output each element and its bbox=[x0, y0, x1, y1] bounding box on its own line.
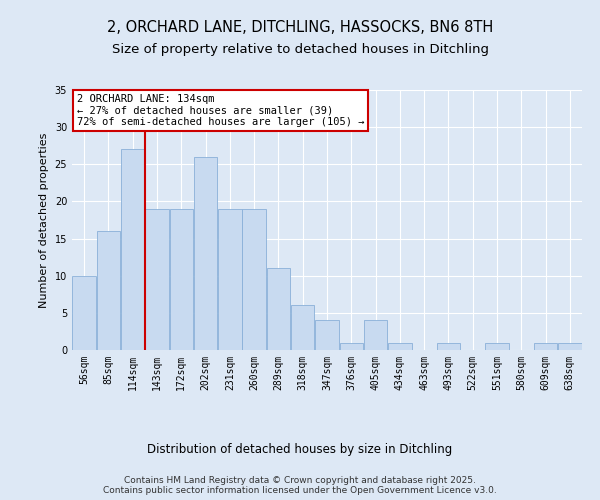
Bar bbox=[73, 276, 96, 350]
Bar bbox=[242, 209, 266, 350]
Bar bbox=[97, 231, 120, 350]
Bar bbox=[145, 209, 169, 350]
Bar bbox=[364, 320, 388, 350]
Text: 2, ORCHARD LANE, DITCHLING, HASSOCKS, BN6 8TH: 2, ORCHARD LANE, DITCHLING, HASSOCKS, BN… bbox=[107, 20, 493, 35]
Bar bbox=[534, 342, 557, 350]
Bar bbox=[218, 209, 242, 350]
Bar bbox=[121, 150, 145, 350]
Bar bbox=[388, 342, 412, 350]
Bar bbox=[485, 342, 509, 350]
Bar bbox=[266, 268, 290, 350]
Bar bbox=[558, 342, 581, 350]
Bar bbox=[194, 157, 217, 350]
Bar bbox=[291, 306, 314, 350]
Bar bbox=[437, 342, 460, 350]
Bar bbox=[170, 209, 193, 350]
Bar bbox=[340, 342, 363, 350]
Text: Distribution of detached houses by size in Ditchling: Distribution of detached houses by size … bbox=[148, 442, 452, 456]
Text: 2 ORCHARD LANE: 134sqm
← 27% of detached houses are smaller (39)
72% of semi-det: 2 ORCHARD LANE: 134sqm ← 27% of detached… bbox=[77, 94, 365, 127]
Text: Contains HM Land Registry data © Crown copyright and database right 2025.
Contai: Contains HM Land Registry data © Crown c… bbox=[103, 476, 497, 495]
Y-axis label: Number of detached properties: Number of detached properties bbox=[39, 132, 49, 308]
Text: Size of property relative to detached houses in Ditchling: Size of property relative to detached ho… bbox=[112, 42, 488, 56]
Bar bbox=[315, 320, 339, 350]
